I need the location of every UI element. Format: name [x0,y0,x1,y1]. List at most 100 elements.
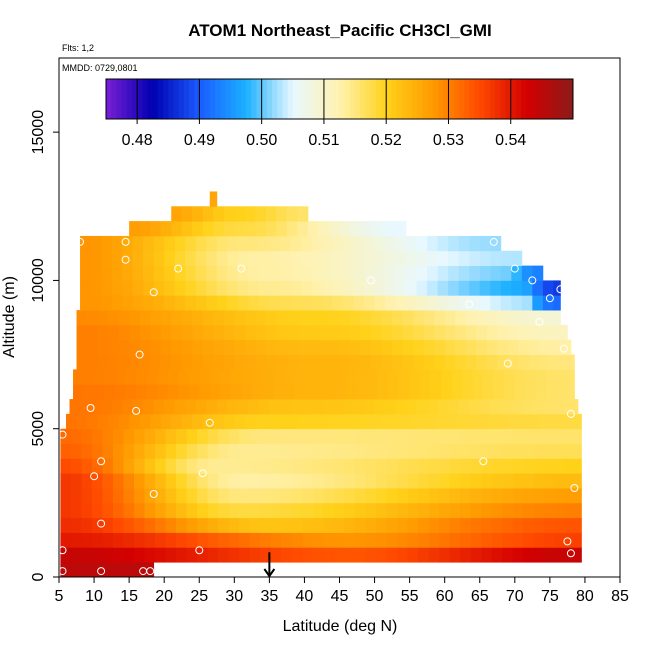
heatmap-cell [286,413,298,430]
heatmap-cell [333,517,345,533]
heatmap-cell [234,413,246,430]
heatmap-cell [407,547,419,563]
heatmap-cell [281,428,293,444]
heatmap-cell [206,295,218,311]
heatmap-cell [407,517,419,533]
sample-point [465,300,474,309]
heatmap-cell [91,532,103,548]
heatmap-cell [465,413,477,430]
heatmap-cell [360,339,372,355]
colorbar: 0.48 0.49 0.50 0.51 0.52 0.53 0.54 [105,78,574,149]
heatmap-cell [312,428,324,444]
heatmap-cell [223,221,235,237]
heatmap-cell [302,502,314,519]
heatmap-cell [134,473,145,489]
heatmap-cell [192,413,204,430]
heatmap-cell [270,458,282,474]
heatmap-cell [286,339,298,355]
heatmap-cell [385,265,396,281]
heatmap-cell [444,339,456,355]
heatmap-cell [80,295,91,311]
heatmap-cell [123,488,135,504]
heatmap-cell [244,339,256,355]
colorbar-segment [292,79,299,119]
heatmap-cell [206,235,218,252]
heatmap-cell [60,443,72,459]
heatmap-cell [70,502,82,519]
heatmap-cell [123,502,135,519]
heatmap-cell [143,280,155,296]
heatmap-cell [111,280,123,296]
colorbar-segment [469,79,475,119]
heatmap-cell [70,443,82,459]
heatmap-cell [386,473,398,489]
heatmap-cell [367,384,379,400]
heatmap-cell [560,354,572,370]
heatmap-cell [448,280,460,296]
heatmap-cell [353,280,365,296]
heatmap-cell [449,428,461,444]
heatmap-cell [113,547,124,563]
heatmap-cell [333,458,345,474]
heatmap-cell [343,250,354,266]
heatmap-cell [460,532,472,548]
heatmap-cell [291,547,303,563]
heatmap-cell [181,206,193,222]
heatmap-cell [428,458,440,474]
heatmap-cell [216,295,228,311]
heatmap-cell [91,488,103,504]
heatmap-cell [381,324,393,341]
heatmap-cell [165,458,177,474]
colorbar-segment [194,79,200,119]
flights-annotation: Flts: 1,2 [62,43,94,53]
heatmap-cell [469,399,481,415]
heatmap-cell [111,265,123,281]
sample-point [545,294,554,303]
heatmap-cell [132,265,144,281]
colorbar-segment [355,79,361,119]
heatmap-cell [491,517,503,533]
colorbar-segment [500,79,507,119]
heatmap-cell [470,443,482,459]
heatmap-cell [574,399,579,415]
heatmap-cell [87,413,98,430]
heatmap-cell [165,488,177,504]
heatmap-cell [514,384,526,400]
heatmap-cell [269,265,281,281]
heatmap-cell [439,502,450,519]
heatmap-cell [507,310,519,326]
colorbar-segment [339,79,346,119]
heatmap-cell [197,428,209,444]
heatmap-cell [444,354,456,370]
heatmap-cell [192,310,204,326]
y-axis-label: Altitude (m) [1,276,18,358]
heatmap-cell [354,443,366,459]
heatmap-cell [523,458,535,474]
heatmap-cell [418,547,429,563]
heatmap-cell [279,250,291,266]
heatmap-cell [323,502,335,519]
heatmap-cell [481,532,493,548]
heatmap-cell [375,532,387,548]
heatmap-cell [209,191,218,207]
heatmap-cell [228,532,240,548]
colorbar-tick-label: 0.52 [371,132,402,149]
heatmap-cell [344,502,356,519]
heatmap-cell [167,384,179,400]
y-tick-label: 5000 [30,411,47,447]
heatmap-cell [323,532,335,548]
heatmap-cell [171,413,183,430]
heatmap-cell [430,384,442,400]
heatmap-cell [374,250,386,266]
heatmap-cell [343,235,354,252]
heatmap-cell [290,250,302,266]
heatmap-cell [397,458,408,474]
heatmap-cell [544,458,556,474]
heatmap-cell [76,324,88,341]
heatmap-cell [244,310,256,326]
heatmap-cell [570,413,582,430]
colorbar-segment [142,79,149,119]
heatmap-cell [206,399,218,415]
colorbar-segment [484,79,491,119]
plot-area [58,191,582,578]
